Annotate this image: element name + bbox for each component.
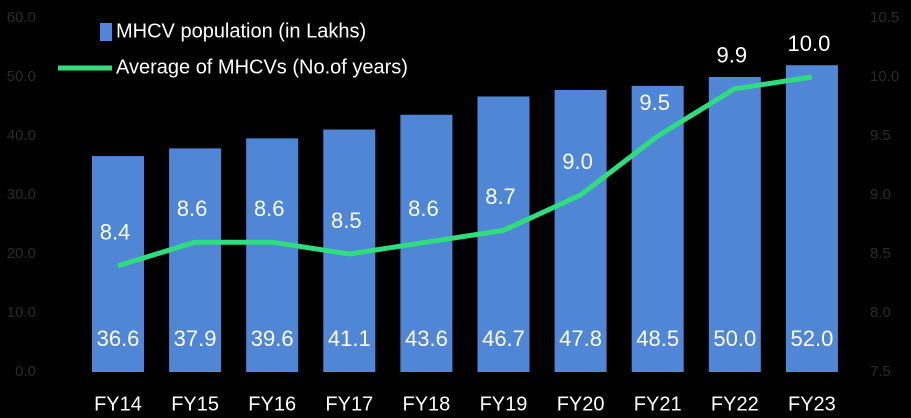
value-label: 8.5 [331, 208, 362, 233]
y2-tick-label: 8.0 [870, 304, 891, 321]
value-label: 37.9 [174, 326, 217, 351]
y-tick-label: 0.0 [15, 363, 36, 380]
bar [785, 65, 838, 372]
value-label: 8.6 [254, 196, 285, 221]
value-label: 52.0 [790, 326, 833, 351]
value-label: 50.0 [713, 326, 756, 351]
x-tick-label: FY19 [480, 393, 528, 415]
value-label: 8.7 [485, 184, 516, 209]
y-tick-label: 40.0 [7, 127, 36, 144]
y-tick-label: 20.0 [7, 245, 36, 262]
value-label: 48.5 [636, 326, 679, 351]
x-tick-label: FY21 [634, 393, 682, 415]
value-label: 9.5 [639, 90, 670, 115]
value-label: 8.4 [100, 220, 131, 245]
legend-swatch [100, 23, 112, 41]
y-tick-label: 60.0 [7, 9, 36, 26]
y2-tick-label: 7.5 [870, 363, 891, 380]
x-tick-label: FY16 [248, 393, 296, 415]
y2-tick-label: 9.5 [870, 127, 891, 144]
x-tick-label: FY20 [557, 393, 605, 415]
y2-tick-label: 8.5 [870, 245, 891, 262]
y2-tick-label: 9.0 [870, 186, 891, 203]
x-tick-label: FY14 [94, 393, 142, 415]
y-tick-label: 30.0 [7, 186, 36, 203]
y2-tick-label: 10.5 [870, 9, 899, 26]
y-tick-label: 10.0 [7, 304, 36, 321]
value-label: 9.9 [717, 43, 748, 68]
value-label: 8.6 [177, 196, 208, 221]
value-label: 39.6 [251, 326, 294, 351]
value-label: 43.6 [405, 326, 448, 351]
bar [169, 148, 222, 372]
value-label: 9.0 [562, 149, 593, 174]
x-tick-label: FY15 [171, 393, 219, 415]
value-label: 8.6 [408, 196, 439, 221]
value-label: 41.1 [328, 326, 371, 351]
x-tick-label: FY17 [325, 393, 373, 415]
legend-label: Average of MHCVs (No.of years) [116, 56, 408, 78]
value-label: 47.8 [559, 326, 602, 351]
line [117, 74, 813, 269]
bar [554, 89, 607, 372]
x-tick-label: FY18 [402, 393, 450, 415]
legend-label: MHCV population (in Lakhs) [116, 20, 366, 42]
value-label: 46.7 [482, 326, 525, 351]
bar [246, 138, 299, 372]
bar [708, 77, 761, 372]
value-label: 36.6 [97, 326, 140, 351]
x-tick-label: FY22 [711, 393, 759, 415]
value-label: 10.0 [787, 31, 830, 56]
y-tick-label: 50.0 [7, 68, 36, 85]
x-tick-label: FY23 [788, 393, 836, 415]
y2-tick-label: 10.0 [870, 68, 899, 85]
